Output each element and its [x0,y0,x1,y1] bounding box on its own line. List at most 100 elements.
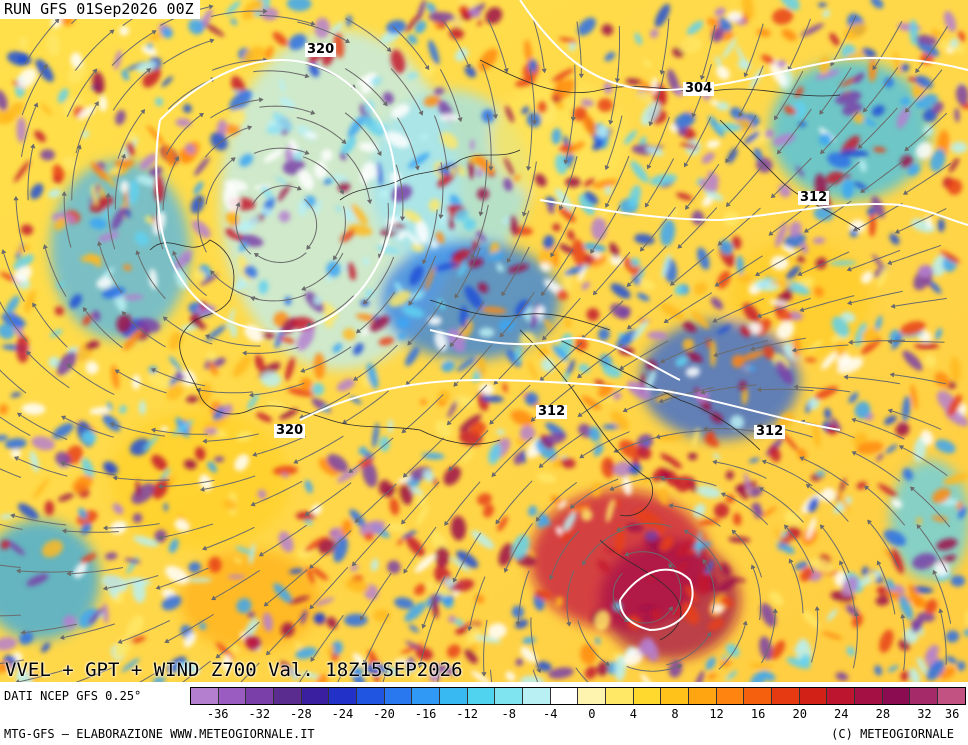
wind-arrowhead [339,189,344,195]
wind-streamline [61,415,114,438]
wind-arrowhead [304,150,310,155]
wind-arrowhead [418,110,424,116]
wind-arrowhead [174,156,179,161]
wind-arrowhead [10,513,16,519]
coastline [479,59,841,97]
credit-right: (C) METEOGIORNALE [831,727,954,741]
wind-arrowhead [403,568,408,574]
wind-arrowhead [915,68,920,74]
wind-streamline [75,101,99,154]
wind-streamline [649,71,665,126]
scale-swatch [855,688,883,704]
wind-arrowhead [761,459,767,465]
scale-tick-label: 12 [709,707,724,721]
wind-streamline [211,569,261,600]
wind-streamline [867,519,899,568]
wind-streamline [915,26,949,73]
wind-arrowhead [332,255,338,261]
wind-arrowhead [242,350,247,356]
scale-swatch [633,688,662,704]
wind-arrowhead [613,448,619,453]
wind-streamline [304,198,318,250]
wind-arrowhead [121,311,127,316]
scale-swatch [882,688,911,704]
wind-streamline [16,570,74,573]
wind-arrowhead [770,193,776,199]
wind-streamline [487,19,508,73]
wind-streamline [441,18,471,69]
wind-streamline [910,486,951,528]
wind-streamline [264,569,308,607]
wind-streamline [684,116,712,167]
wind-arrowhead [582,560,587,566]
wind-arrowhead [248,392,254,398]
wind-streamline [306,295,355,327]
wind-arrowhead [109,29,115,34]
wind-streamline [701,384,757,394]
wind-streamline [392,26,430,70]
coastline [519,329,653,517]
wind-arrowhead [1,249,7,255]
wind-streamline [666,632,711,666]
wind-arrowhead [304,73,310,79]
wind-streamline [738,65,764,117]
wind-arrowhead [774,115,779,121]
wind-streamline [788,18,811,71]
scale-swatch [550,688,579,704]
wind-arrowhead [626,282,632,287]
wind-streamline [2,249,25,302]
wind-arrowhead [738,112,743,118]
wind-arrowhead [783,524,789,530]
wind-arrowhead [847,300,853,306]
wind-streamline [800,295,855,312]
wind-streamline [333,206,346,260]
wind-arrowhead [846,266,852,272]
wind-streamline [344,68,388,106]
wind-arrowhead [492,114,498,119]
wind-arrowhead [199,112,204,118]
wind-streamline [27,144,34,201]
wind-streamline [17,412,68,440]
wind-streamline [346,152,371,204]
wind-streamline [453,532,482,583]
wind-streamline [44,244,67,297]
wind-streamline [605,115,623,170]
wind-streamline [439,69,462,122]
wind-streamline [891,297,947,308]
wind-streamline [390,68,423,116]
wind-arrowhead [16,568,21,574]
wind-arrowhead [851,451,857,456]
wind-arrowhead [454,293,459,299]
wind-streamline [103,575,159,590]
wind-streamline [162,156,179,211]
wind-arrowhead [195,387,201,393]
wind-arrowhead [743,72,749,78]
wind-streamline [864,485,906,526]
wind-streamline [932,570,952,624]
wind-streamline [872,21,903,70]
wind-arrowhead [889,372,895,378]
wind-streamline [755,247,805,276]
wind-streamline [582,529,625,565]
wind-streamline [559,156,578,210]
color-scale-bar [190,687,966,705]
wind-arrowhead [301,286,307,291]
wind-streamline [356,291,396,333]
wind-streamline [259,105,315,115]
wind-arrowhead [354,518,360,523]
wind-streamline [397,117,419,170]
wind-arrowhead [791,347,797,353]
wind-arrowhead [750,564,756,570]
wind-streamline [444,481,481,526]
wind-streamline [578,386,627,417]
wind-arrowhead [230,157,236,162]
wind-streamline [164,613,214,643]
scale-swatch [578,688,607,704]
wind-streamline [852,451,901,482]
wind-streamline [155,193,164,250]
wind-arrowhead [26,350,31,356]
wind-streamline [66,68,97,118]
wind-arrowhead [493,380,499,385]
wind-streamline [259,524,307,557]
scale-tick-label: -12 [456,707,478,721]
